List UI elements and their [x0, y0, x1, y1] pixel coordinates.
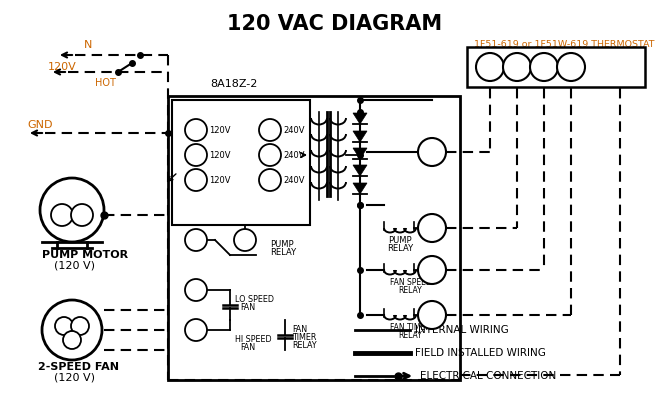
Circle shape: [476, 53, 504, 81]
Text: HI SPEED: HI SPEED: [235, 335, 271, 344]
Polygon shape: [353, 131, 367, 142]
Polygon shape: [353, 148, 367, 159]
Text: PUMP MOTOR: PUMP MOTOR: [42, 250, 128, 260]
Polygon shape: [353, 183, 367, 194]
Circle shape: [259, 144, 281, 166]
Circle shape: [503, 53, 531, 81]
Text: INTERNAL WIRING: INTERNAL WIRING: [415, 325, 509, 335]
Text: Y: Y: [427, 264, 436, 277]
Text: HOT: HOT: [95, 78, 116, 88]
Polygon shape: [353, 113, 367, 124]
Text: GND: GND: [27, 120, 52, 130]
Text: LO SPEED: LO SPEED: [235, 295, 274, 304]
Circle shape: [259, 169, 281, 191]
Text: RELAY: RELAY: [387, 244, 413, 253]
Text: P2: P2: [265, 150, 275, 160]
FancyBboxPatch shape: [172, 100, 310, 225]
Text: N: N: [84, 40, 92, 50]
Text: 2-SPEED FAN: 2-SPEED FAN: [38, 362, 119, 372]
Circle shape: [557, 53, 585, 81]
Circle shape: [71, 317, 89, 335]
Text: N: N: [193, 126, 200, 134]
Text: 240V: 240V: [283, 126, 304, 134]
Text: HI: HI: [87, 339, 96, 349]
Circle shape: [418, 138, 446, 166]
Text: 120V: 120V: [209, 176, 230, 184]
Circle shape: [185, 169, 207, 191]
Circle shape: [185, 319, 207, 341]
Circle shape: [42, 300, 102, 360]
Text: L1: L1: [191, 235, 202, 245]
Circle shape: [234, 229, 256, 251]
Circle shape: [418, 214, 446, 242]
Text: LO: LO: [56, 339, 68, 349]
Circle shape: [185, 279, 207, 301]
Circle shape: [185, 229, 207, 251]
Text: P2: P2: [190, 150, 202, 160]
Circle shape: [55, 317, 73, 335]
FancyBboxPatch shape: [168, 96, 460, 380]
Text: (120 V): (120 V): [54, 372, 95, 382]
Text: Y: Y: [540, 60, 548, 73]
Text: HI: HI: [192, 326, 201, 334]
Text: 1F51-619 or 1F51W-619 THERMOSTAT: 1F51-619 or 1F51W-619 THERMOSTAT: [474, 40, 655, 49]
Text: ELECTRICAL CONNECTION: ELECTRICAL CONNECTION: [420, 371, 556, 381]
FancyBboxPatch shape: [467, 47, 645, 87]
Text: F2: F2: [265, 176, 275, 184]
Text: FAN TIMER: FAN TIMER: [390, 323, 431, 332]
Text: RELAY: RELAY: [398, 331, 421, 340]
Circle shape: [51, 204, 73, 226]
Circle shape: [418, 256, 446, 284]
Text: FAN: FAN: [240, 343, 255, 352]
Text: RELAY: RELAY: [292, 341, 317, 350]
Text: 120V: 120V: [209, 126, 230, 134]
Circle shape: [259, 119, 281, 141]
Text: R: R: [486, 60, 494, 73]
Text: 240V: 240V: [283, 150, 304, 160]
Text: L2: L2: [265, 126, 275, 134]
Circle shape: [418, 301, 446, 329]
Text: PUMP: PUMP: [270, 240, 293, 249]
Circle shape: [71, 204, 93, 226]
Text: PUMP: PUMP: [388, 236, 412, 245]
Text: 120V: 120V: [48, 62, 77, 72]
Circle shape: [185, 119, 207, 141]
Circle shape: [530, 53, 558, 81]
Text: (120 V): (120 V): [54, 260, 95, 270]
Text: TIMER: TIMER: [292, 333, 316, 342]
Text: G: G: [427, 308, 437, 321]
Circle shape: [63, 331, 81, 349]
Text: 120V: 120V: [209, 150, 230, 160]
Circle shape: [185, 144, 207, 166]
Text: G: G: [566, 60, 576, 73]
Text: R: R: [427, 145, 437, 158]
Text: W: W: [511, 60, 523, 73]
Text: COM: COM: [44, 328, 65, 336]
Text: RELAY: RELAY: [270, 248, 296, 257]
Text: LO: LO: [190, 285, 202, 295]
Text: FAN: FAN: [240, 303, 255, 312]
Text: FAN SPEED: FAN SPEED: [390, 278, 431, 287]
Text: F2: F2: [191, 176, 202, 184]
Text: FIELD INSTALLED WIRING: FIELD INSTALLED WIRING: [415, 348, 546, 358]
Text: W: W: [425, 222, 439, 235]
Polygon shape: [353, 165, 367, 176]
Text: 120 VAC DIAGRAM: 120 VAC DIAGRAM: [227, 14, 443, 34]
Text: 8A18Z-2: 8A18Z-2: [210, 79, 257, 89]
Text: FAN: FAN: [292, 325, 307, 334]
Text: RELAY: RELAY: [398, 286, 421, 295]
Text: 240V: 240V: [283, 176, 304, 184]
Text: P1: P1: [239, 235, 251, 245]
Circle shape: [40, 178, 104, 242]
